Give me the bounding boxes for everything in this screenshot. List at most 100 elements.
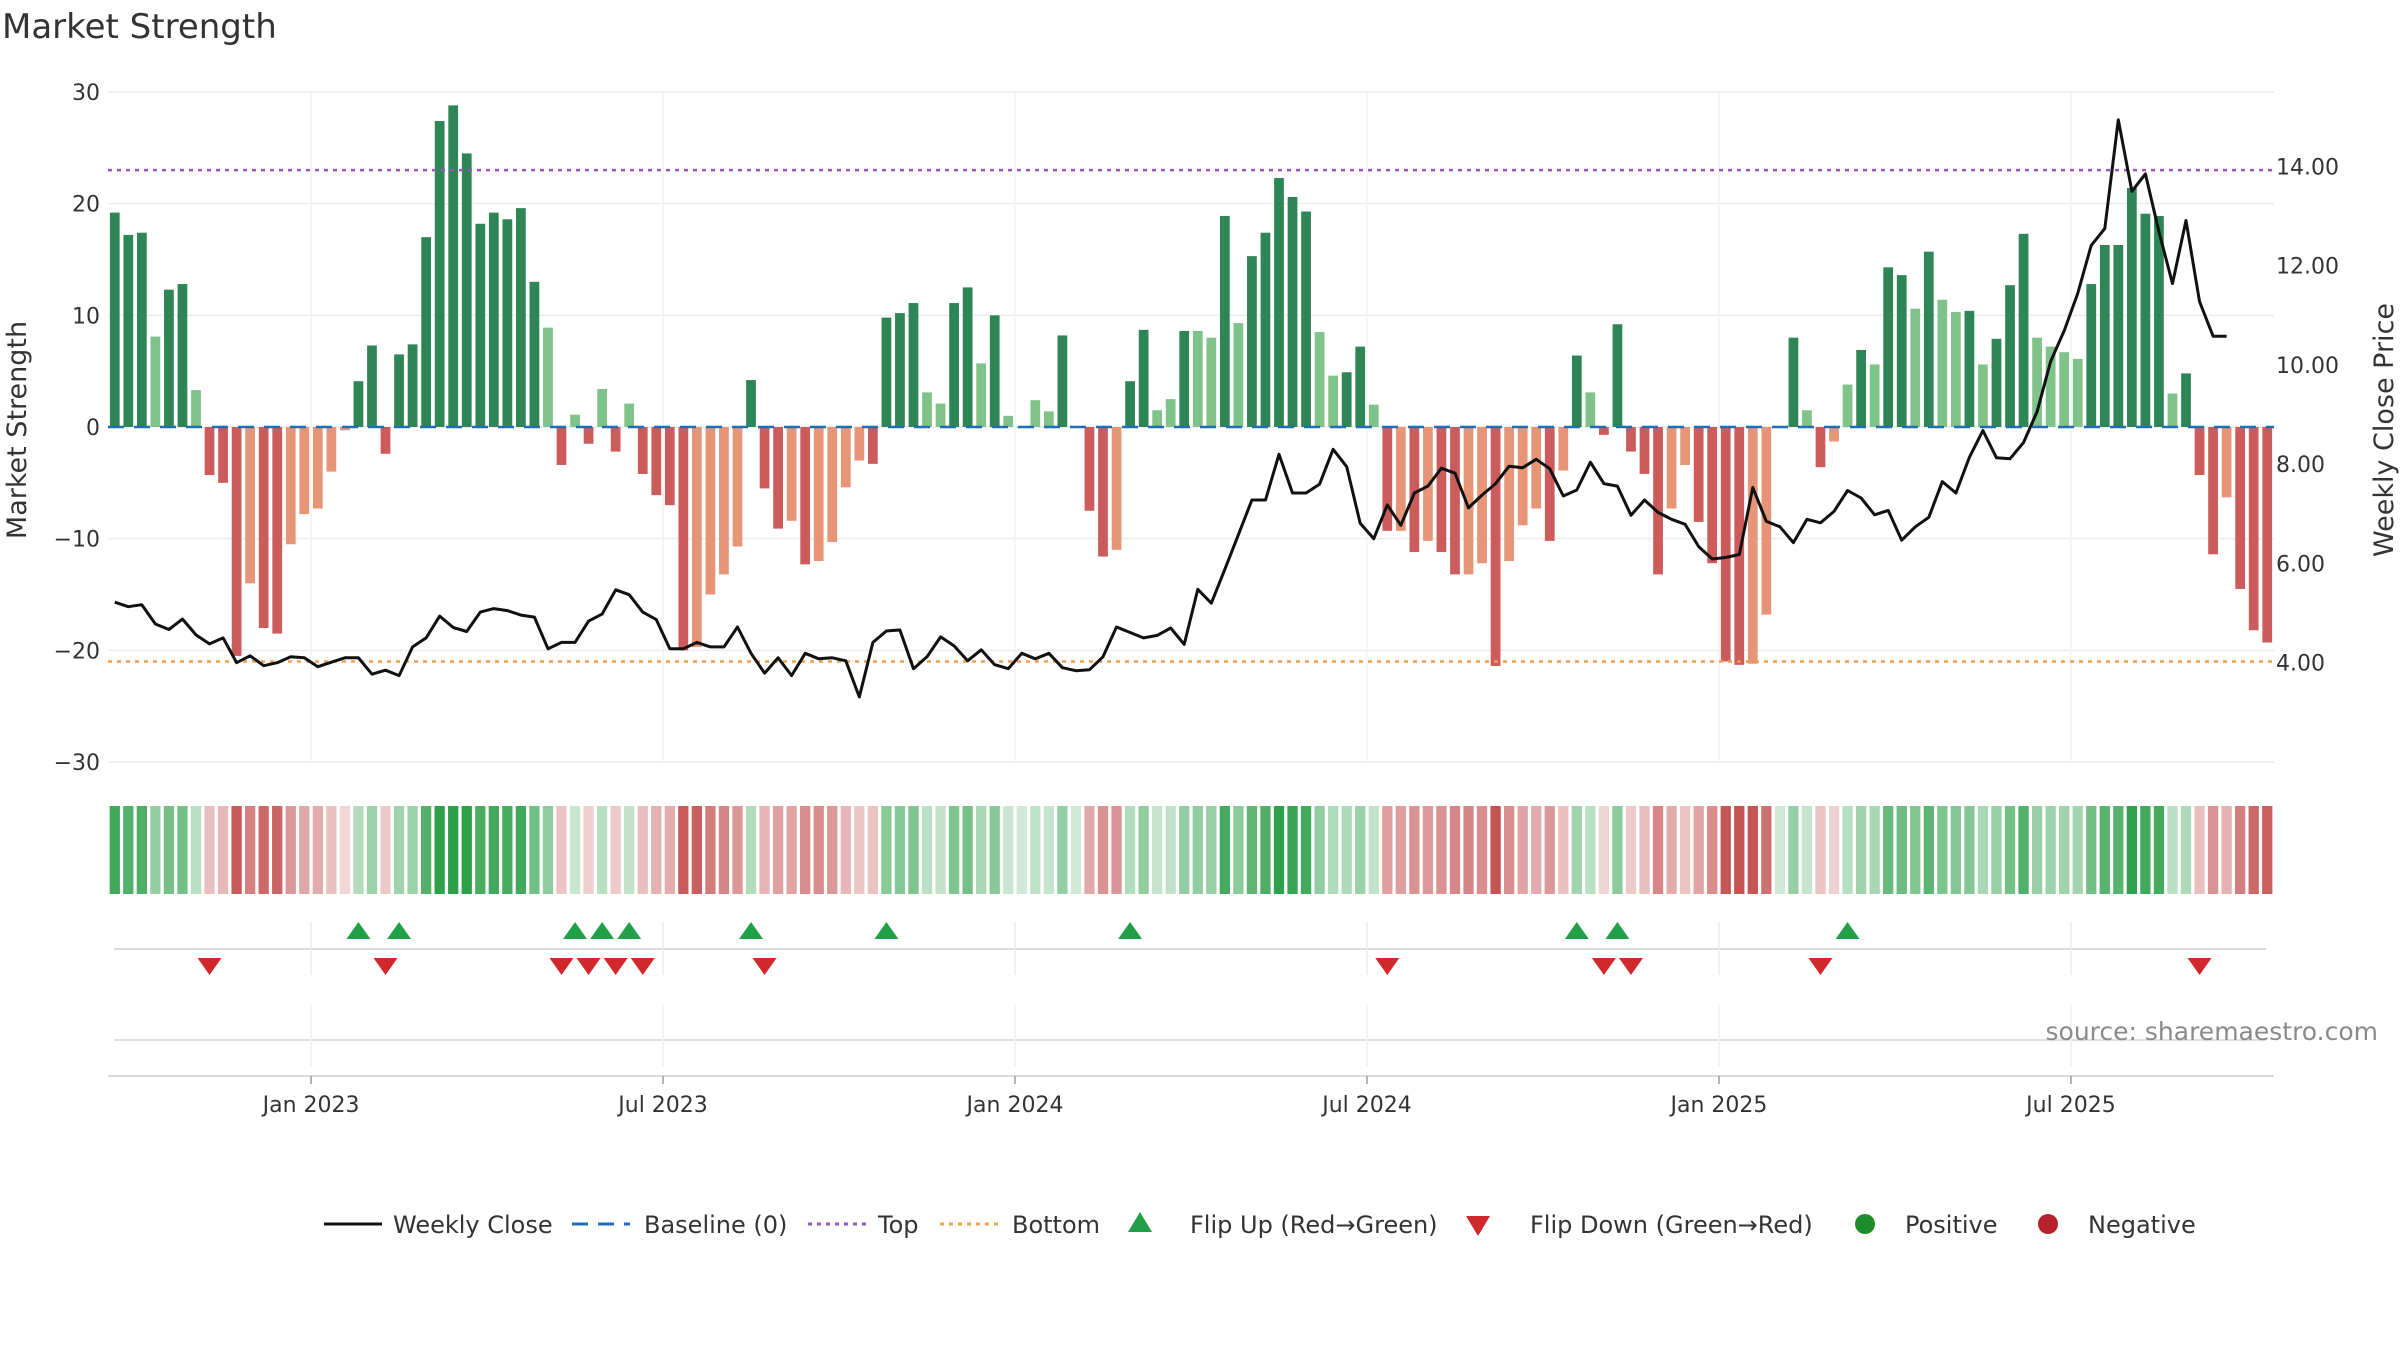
strength-bar [1003,415,1014,427]
legend-flip-down-marker [1466,1216,1490,1236]
flip-down-marker [1618,958,1643,975]
strength-bar [123,234,134,427]
strength-bar [380,427,391,454]
heat-cell [921,806,933,894]
strength-bar [1558,427,1569,471]
heat-cell [2004,806,2016,894]
strength-bar [610,427,621,452]
strength-bar [867,427,878,464]
strength-bar [746,380,756,427]
heat-cell [2248,806,2259,894]
strength-bar [516,208,526,427]
strength-bar [597,389,607,427]
heat-cell [353,806,364,894]
heat-cell [718,806,730,894]
legend-top: Top [877,1211,919,1239]
strength-bar [624,403,635,427]
strength-bar [421,237,432,427]
legend: Weekly Close Baseline (0) Top Bottom Fli… [324,1211,2196,1239]
strength-bar [732,427,743,547]
strength-bar [2181,373,2191,427]
heat-cell [637,806,648,894]
flip-down-marker [603,958,628,975]
strength-bar [1653,427,1663,575]
strength-bar [1314,332,1325,427]
heat-cell [840,806,851,894]
heat-cell [434,806,445,894]
heat-cell [1341,806,1352,894]
strength-bar [773,427,783,529]
strength-bar [2262,427,2273,643]
x-tick-label: Jul 2025 [2024,1093,2116,1118]
heat-cell [1964,806,1975,894]
heat-strip [109,806,2273,894]
y-left-tick-label: 20 [72,193,100,218]
strength-bar [2221,427,2232,498]
heat-cell [1016,806,1027,894]
heat-cell [596,806,608,894]
strength-bar [529,281,540,427]
strength-bar [2167,393,2178,427]
strength-bar [1490,427,1501,666]
heat-cell [867,806,879,894]
flip-down-marker [197,958,222,975]
heat-cell [1382,806,1393,894]
heat-cell [2180,806,2192,894]
heat-cell [1801,806,1813,894]
heat-cell [475,806,486,894]
legend-flip-up: Flip Up (Red→Green) [1190,1211,1438,1239]
heat-cell [800,806,811,894]
strength-bar [1599,427,1609,435]
heat-cell [1490,806,1501,894]
heat-cell [827,806,838,894]
heat-cell [1774,806,1786,894]
strength-bar [1531,427,1542,509]
heat-cell [691,806,703,894]
heat-cell [1598,806,1610,894]
heat-cell [1910,806,1921,894]
legend-flip-up-marker [1128,1212,1152,1232]
heat-cell [2059,806,2070,894]
heat-cell [2031,806,2043,894]
y-left-tick-label: −10 [54,528,100,553]
strength-bar [1707,427,1718,564]
heat-cell [1287,806,1298,894]
heat-cell [299,806,310,894]
heat-cell [1314,806,1325,894]
heat-cell [244,806,256,894]
heat-cell [1950,806,1962,894]
strength-bar [962,287,973,427]
flip-down-marker [1591,958,1616,975]
heat-cell [2167,806,2178,894]
heat-cell [1003,806,1014,894]
heat-cell [1030,806,1041,894]
strength-bar [813,427,824,561]
strength-bar [1030,400,1041,427]
heat-cell [1679,806,1691,894]
heat-cell [448,806,459,894]
strength-bar [908,303,919,427]
heat-cell [2207,806,2219,894]
heat-cell [2140,806,2151,894]
strength-bar [1666,427,1677,509]
strength-bar [1815,427,1826,468]
heat-cell [1409,806,1420,894]
heat-cell [515,806,527,894]
heat-cell [1734,806,1745,894]
heat-cell [772,806,784,894]
heat-cell [1138,806,1149,894]
heat-cell [1720,806,1731,894]
strength-bar [1138,329,1149,427]
heat-cell [1449,806,1461,894]
strength-bar [394,354,404,427]
heat-cell [150,806,161,894]
strength-bar [1098,427,1108,557]
strength-bar [1978,364,1988,427]
strength-bar [1287,196,1298,427]
y-left-tick-label: 0 [86,416,100,441]
heat-cell [1327,806,1339,894]
heat-cell [366,806,378,894]
flip-up-marker [617,922,642,939]
level-lines [108,168,2274,663]
heat-cell [745,806,757,894]
